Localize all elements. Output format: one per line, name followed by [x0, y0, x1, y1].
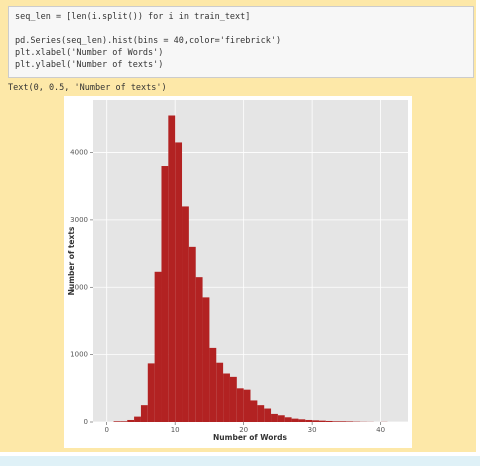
code-line: plt.xlabel('Number of Words'): [15, 48, 164, 58]
bar: [243, 389, 251, 422]
bar: [284, 417, 292, 422]
bar: [216, 362, 224, 422]
bar: [257, 405, 265, 422]
next-cell: [0, 456, 480, 466]
bar: [250, 400, 258, 422]
y-tick-label: 0: [84, 418, 88, 426]
x-tick-label: 10: [171, 426, 180, 434]
bar: [223, 373, 230, 422]
bar: [332, 421, 340, 422]
bar: [175, 142, 183, 422]
code-line: seq_len = [len(i.split()) for i in train…: [15, 12, 251, 22]
bar: [229, 376, 237, 422]
code-line: plt.ylabel('Number of texts'): [15, 60, 164, 70]
bar: [134, 416, 141, 422]
bar: [264, 408, 272, 422]
output-text: Text(0, 0.5, 'Number of texts'): [8, 83, 167, 93]
x-tick-label: 20: [239, 426, 248, 434]
bar: [277, 415, 285, 422]
bar: [154, 271, 162, 422]
bar: [195, 277, 203, 422]
bar: [325, 420, 333, 422]
x-axis-label: Number of Words: [213, 433, 287, 442]
bar: [182, 206, 189, 422]
chart: Number of Words Number of texts 01000200…: [64, 96, 412, 448]
bar: [120, 421, 128, 422]
bar: [318, 420, 326, 422]
bar: [271, 413, 278, 422]
bar: [209, 347, 217, 422]
x-tick-label: 40: [376, 426, 385, 434]
bar: [305, 419, 313, 422]
plot-area: [93, 100, 408, 422]
bar: [188, 246, 196, 422]
code-line: pd.Series(seq_len).hist(bins = 40,color=…: [15, 36, 282, 46]
bar: [168, 115, 176, 423]
bar: [312, 420, 319, 422]
bar: [113, 421, 121, 422]
blank-line: [15, 23, 467, 35]
x-tick-label: 30: [308, 426, 317, 434]
y-axis-label: Number of texts: [67, 226, 76, 295]
bar: [147, 363, 155, 422]
y-tick-label: 4000: [70, 149, 88, 157]
bar: [346, 421, 354, 422]
bar: [291, 418, 299, 422]
bar: [298, 419, 306, 422]
bar: [236, 388, 244, 422]
x-tick-label: 0: [104, 426, 108, 434]
bar: [202, 297, 210, 422]
bar: [161, 166, 169, 422]
bar: [140, 405, 148, 422]
y-tick-label: 2000: [70, 283, 88, 291]
y-tick-label: 3000: [70, 216, 88, 224]
y-tick-label: 1000: [70, 351, 88, 359]
code-cell[interactable]: seq_len = [len(i.split()) for i in train…: [8, 6, 474, 78]
bar: [127, 419, 135, 422]
bar: [339, 421, 347, 422]
